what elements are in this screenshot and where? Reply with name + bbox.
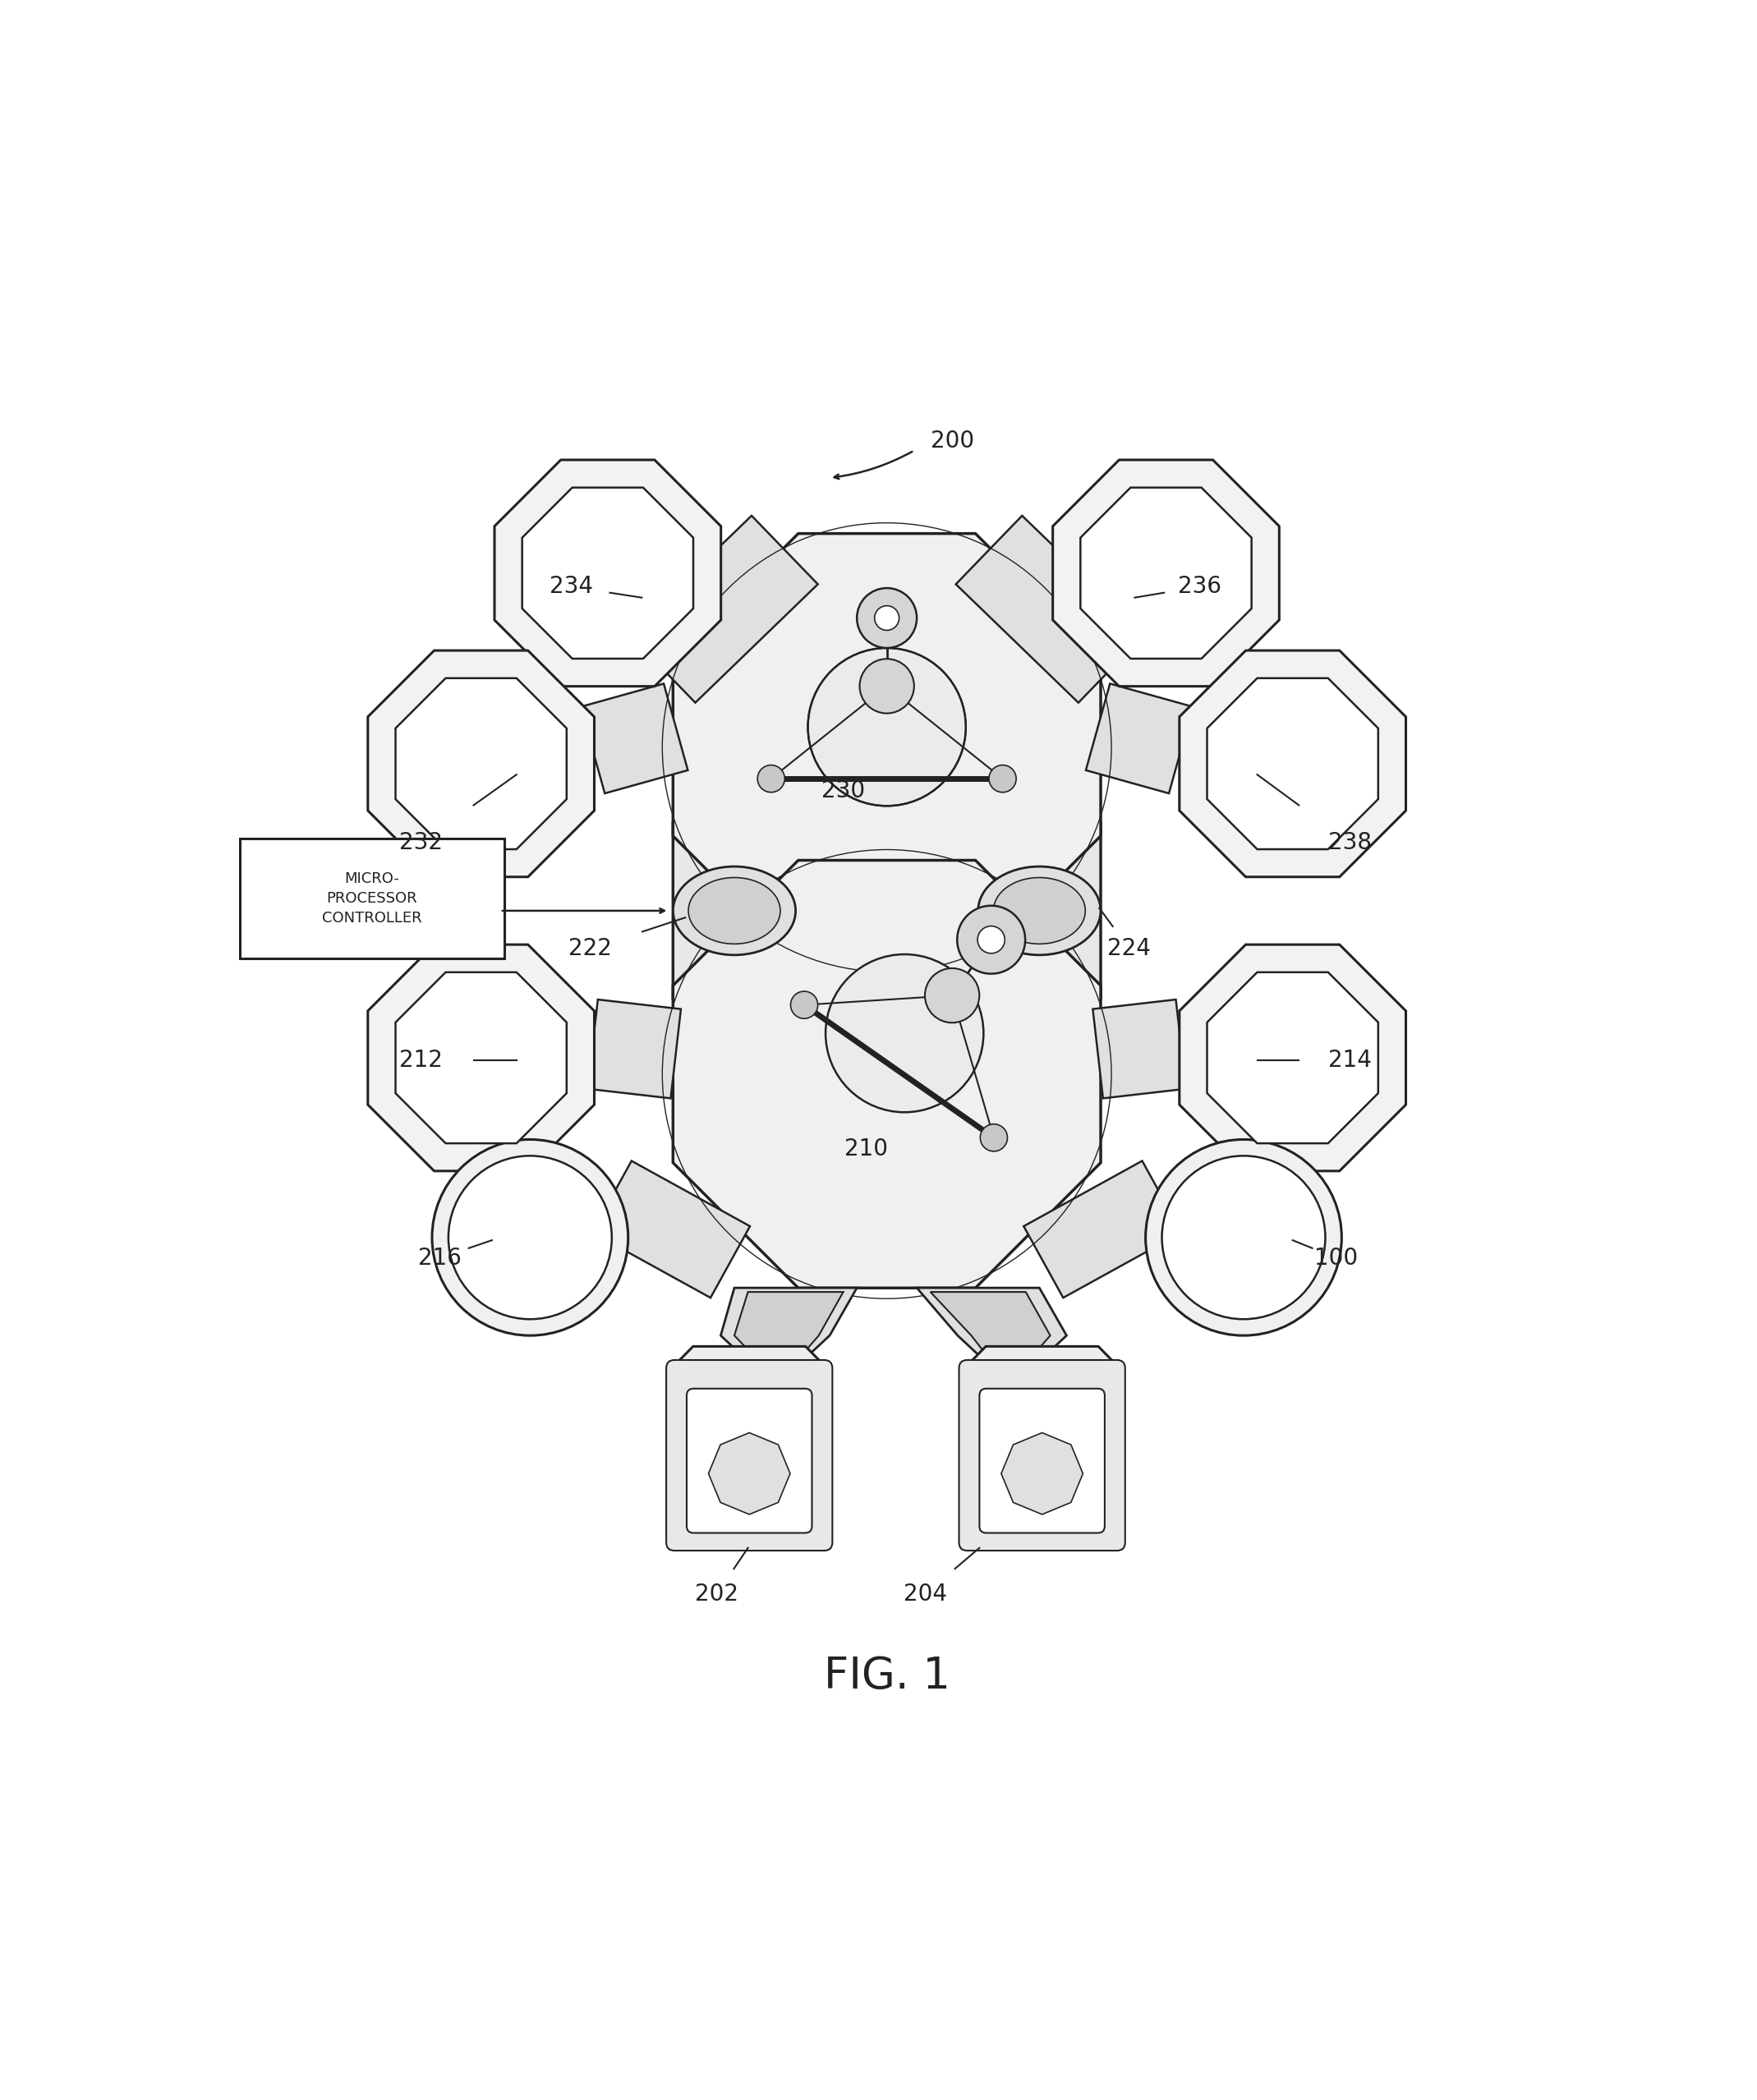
- Polygon shape: [720, 1287, 857, 1373]
- Polygon shape: [1093, 1000, 1186, 1098]
- Text: 232: 232: [399, 832, 443, 855]
- Text: 212: 212: [399, 1050, 443, 1071]
- Circle shape: [875, 605, 900, 630]
- Polygon shape: [592, 1161, 750, 1298]
- Circle shape: [448, 1155, 611, 1319]
- Text: 210: 210: [845, 1138, 889, 1161]
- Circle shape: [1146, 1140, 1342, 1336]
- Circle shape: [432, 1140, 629, 1336]
- Polygon shape: [494, 460, 720, 687]
- Polygon shape: [708, 1432, 791, 1514]
- Polygon shape: [673, 533, 1100, 962]
- Polygon shape: [1207, 678, 1377, 848]
- Ellipse shape: [689, 878, 780, 943]
- Text: 238: 238: [1328, 832, 1372, 855]
- Polygon shape: [798, 861, 975, 962]
- Polygon shape: [1179, 651, 1406, 878]
- Circle shape: [873, 672, 901, 699]
- Circle shape: [791, 991, 817, 1018]
- Text: 236: 236: [1179, 575, 1221, 598]
- Circle shape: [924, 968, 979, 1023]
- Text: 224: 224: [1107, 937, 1151, 960]
- Polygon shape: [734, 1292, 843, 1367]
- Polygon shape: [673, 861, 1100, 1287]
- Circle shape: [1161, 1155, 1325, 1319]
- Text: 214: 214: [1328, 1050, 1372, 1071]
- Circle shape: [938, 983, 966, 1010]
- Polygon shape: [1179, 945, 1406, 1172]
- Circle shape: [977, 926, 1005, 953]
- FancyBboxPatch shape: [687, 1388, 812, 1533]
- Text: FIG. 1: FIG. 1: [824, 1655, 951, 1697]
- Polygon shape: [629, 517, 817, 704]
- Polygon shape: [1207, 972, 1377, 1142]
- Polygon shape: [395, 972, 566, 1142]
- Text: 200: 200: [931, 430, 973, 452]
- Polygon shape: [1081, 487, 1251, 659]
- Polygon shape: [917, 1287, 1066, 1373]
- Polygon shape: [522, 487, 694, 659]
- FancyBboxPatch shape: [959, 1361, 1124, 1550]
- Circle shape: [980, 1124, 1007, 1151]
- Polygon shape: [961, 1346, 1123, 1548]
- Text: 234: 234: [550, 575, 592, 598]
- Circle shape: [857, 588, 917, 649]
- Polygon shape: [1001, 1432, 1082, 1514]
- Polygon shape: [367, 945, 594, 1172]
- FancyBboxPatch shape: [979, 1388, 1105, 1533]
- Text: 222: 222: [568, 937, 611, 960]
- Text: 204: 204: [903, 1583, 947, 1606]
- Ellipse shape: [979, 867, 1100, 956]
- Circle shape: [859, 659, 914, 714]
- Circle shape: [826, 953, 984, 1113]
- Circle shape: [757, 764, 785, 792]
- Circle shape: [808, 649, 966, 806]
- Circle shape: [989, 764, 1016, 792]
- Text: 202: 202: [694, 1583, 738, 1606]
- Polygon shape: [1086, 685, 1193, 794]
- Polygon shape: [931, 1292, 1051, 1367]
- Polygon shape: [669, 1346, 829, 1548]
- Text: 100: 100: [1314, 1247, 1358, 1268]
- Text: 216: 216: [418, 1247, 462, 1268]
- Circle shape: [958, 905, 1026, 974]
- Polygon shape: [1024, 1161, 1182, 1298]
- FancyBboxPatch shape: [666, 1361, 833, 1550]
- Ellipse shape: [993, 878, 1086, 943]
- FancyBboxPatch shape: [241, 838, 504, 958]
- Polygon shape: [395, 678, 566, 848]
- Polygon shape: [673, 697, 1100, 1126]
- Polygon shape: [1052, 460, 1279, 687]
- Polygon shape: [367, 651, 594, 878]
- Text: MICRO-
PROCESSOR
CONTROLLER: MICRO- PROCESSOR CONTROLLER: [322, 872, 422, 926]
- Polygon shape: [956, 517, 1144, 704]
- Polygon shape: [587, 1000, 682, 1098]
- Polygon shape: [580, 685, 687, 794]
- Ellipse shape: [673, 867, 796, 956]
- Text: 230: 230: [822, 779, 864, 802]
